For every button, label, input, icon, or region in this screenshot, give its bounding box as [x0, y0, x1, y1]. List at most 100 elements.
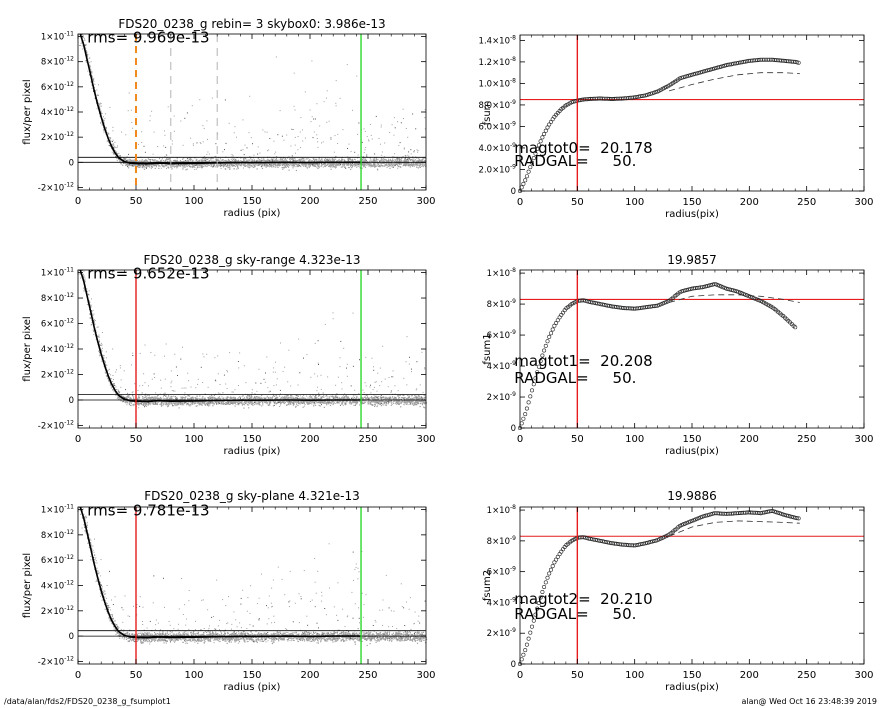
scatter-point [99, 109, 101, 110]
scatter-point [318, 165, 320, 168]
scatter-point [333, 159, 335, 161]
scatter-point [207, 151, 209, 153]
scatter-point [140, 166, 142, 168]
scatter-point [182, 164, 183, 166]
scatter-point [279, 165, 281, 166]
scatter-point [212, 166, 214, 168]
scatter-point [327, 163, 329, 165]
scatter-point [80, 43, 82, 45]
scatter-point [346, 398, 348, 400]
scatter-point [350, 164, 352, 166]
scatter-point [327, 160, 329, 162]
scatter-point [287, 160, 289, 163]
scatter-point [141, 142, 143, 143]
scatter-point [122, 400, 124, 401]
scatter-point [317, 146, 319, 148]
scatter-point [200, 165, 202, 167]
scatter-point [317, 164, 319, 166]
scatter-point [140, 164, 142, 166]
scatter-point [247, 164, 249, 166]
scatter-point [348, 143, 350, 145]
scatter-point [228, 122, 230, 124]
scatter-point [354, 158, 356, 160]
scatter-point [98, 355, 100, 357]
scatter-point [252, 166, 254, 168]
scatter-point [237, 166, 239, 167]
scatter-point [92, 76, 93, 78]
scatter-point [256, 397, 258, 399]
scatter-point [400, 158, 402, 160]
scatter-point [86, 61, 88, 63]
scatter-point [210, 164, 212, 166]
scatter-point [330, 160, 332, 162]
scatter-point [304, 159, 306, 161]
scatter-point [284, 164, 286, 166]
scatter-point [334, 167, 337, 169]
scatter-point [187, 160, 189, 162]
scatter-point [126, 160, 128, 162]
scatter-point [189, 166, 191, 168]
scatter-point [231, 160, 233, 163]
scatter-point [291, 155, 293, 157]
scatter-point [159, 165, 161, 167]
scatter-point [369, 160, 371, 162]
scatter-point [366, 164, 368, 166]
scatter-point [416, 161, 419, 163]
scatter-point [400, 163, 402, 165]
scatter-point [363, 165, 365, 167]
scatter-point [243, 165, 245, 167]
scatter-point [226, 163, 229, 165]
scatter-point [364, 164, 366, 166]
scatter-point [372, 400, 374, 402]
scatter-point [228, 166, 230, 168]
scatter-point [352, 164, 354, 166]
scatter-point [205, 158, 207, 160]
scatter-point [210, 402, 212, 404]
scatter-point [127, 163, 129, 165]
scatter-point [108, 145, 110, 146]
scatter-point [158, 163, 160, 165]
scatter-point [165, 160, 167, 162]
scatter-point [330, 168, 332, 170]
profile-line [79, 33, 361, 165]
scatter-point [251, 160, 253, 162]
scatter-point [316, 159, 318, 160]
scatter-point [314, 163, 316, 165]
scatter-point [328, 166, 330, 167]
scatter-point [186, 112, 188, 114]
scatter-point [407, 163, 409, 165]
scatter-point [236, 163, 238, 165]
scatter-point [125, 164, 128, 166]
scatter-point [215, 155, 217, 157]
scatter-point [112, 375, 114, 376]
scatter-point [184, 401, 186, 403]
scatter-point [106, 128, 107, 130]
scatter-point [313, 118, 315, 120]
scatter-point [98, 103, 100, 105]
scatter-point [197, 165, 199, 167]
scatter-point [198, 161, 200, 163]
scatter-point [323, 101, 325, 103]
scatter-point [418, 158, 420, 160]
scatter-point [329, 163, 331, 165]
scatter-point [400, 122, 402, 124]
scatter-point [174, 159, 176, 161]
scatter-point [187, 163, 189, 166]
scatter-point [305, 165, 307, 168]
scatter-point [335, 403, 337, 404]
scatter-point [295, 160, 297, 162]
scatter-point [312, 164, 314, 166]
scatter-point [190, 137, 192, 139]
scatter-point [321, 164, 323, 166]
scatter-point [392, 161, 394, 163]
scatter-point [386, 400, 388, 402]
scatter-point [293, 403, 295, 405]
scatter-point [315, 158, 317, 160]
scatter-point [132, 165, 134, 167]
scatter-point [374, 153, 376, 155]
scatter-point [144, 400, 145, 402]
scatter-point [118, 390, 120, 392]
scatter-point [89, 74, 91, 76]
scatter-point [90, 69, 92, 71]
scatter-point [201, 157, 203, 159]
